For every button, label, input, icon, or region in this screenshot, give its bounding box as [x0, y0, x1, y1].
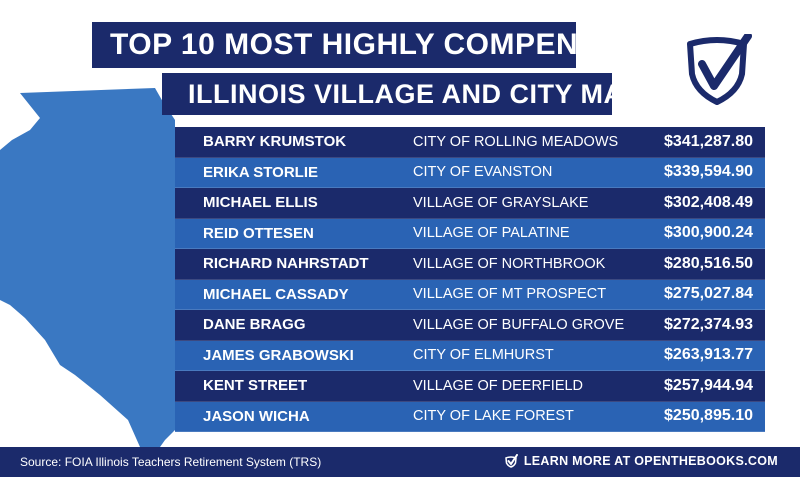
- compensation-value: $302,408.49: [664, 193, 753, 211]
- municipality-name: VILLAGE OF GRAYSLAKE: [413, 194, 589, 211]
- manager-name: MICHAEL CASSADY: [203, 285, 349, 303]
- municipality-name: CITY OF ROLLING MEADOWS: [413, 133, 619, 150]
- municipality-name: VILLAGE OF NORTHBROOK: [413, 255, 606, 272]
- manager-name: REID OTTESEN: [203, 224, 314, 242]
- compensation-value: $257,944.94: [664, 376, 753, 394]
- manager-name: JAMES GRABOWSKI: [203, 346, 354, 364]
- table-row: JASON WICHA CITY OF LAKE FOREST $250,895.1…: [175, 401, 765, 432]
- compensation-value: $280,516.50: [664, 254, 753, 272]
- title-line-1: TOP 10 MOST HIGHLY COMPENSATED: [92, 22, 680, 68]
- manager-name: KENT STREET: [203, 377, 308, 395]
- table-row: MICHAEL ELLIS VILLAGE OF GRAYSLAKE $302,40…: [175, 188, 765, 219]
- compensation-table: BARRY KRUMSTOK CITY OF ROLLING MEADOWS $34…: [175, 127, 765, 432]
- manager-name: ERIKA STORLIE: [203, 163, 319, 181]
- table-row: MICHAEL CASSADY VILLAGE OF MT PROSPECT $27…: [175, 279, 765, 310]
- municipality-name: VILLAGE OF PALATINE: [413, 225, 570, 242]
- table-row: JAMES GRABOWSKI CITY OF ELMHURST $263,913.…: [175, 340, 765, 371]
- compensation-value: $339,594.90: [664, 163, 753, 181]
- compensation-value: $272,374.93: [664, 315, 753, 333]
- compensation-value: $300,900.24: [664, 224, 753, 242]
- table-row: REID OTTESEN VILLAGE OF PALATINE $300,900.…: [175, 218, 765, 249]
- municipality-name: VILLAGE OF MT PROSPECT: [413, 286, 607, 303]
- footer-bar: Source: FOIA Illinois Teachers Retiremen…: [0, 447, 800, 477]
- manager-name: RICHARD NAHRSTADT: [203, 255, 369, 273]
- municipality-name: VILLAGE OF DEERFIELD: [413, 377, 584, 394]
- compensation-value: $275,027.84: [664, 285, 753, 303]
- table-row: ERIKA STORLIE CITY OF EVANSTON $339,594.90: [175, 157, 765, 188]
- manager-name: JASON WICHA: [203, 407, 310, 425]
- learn-more-link[interactable]: LEARN MORE AT OPENTHEBOOKS.COM: [523, 454, 778, 468]
- municipality-name: CITY OF EVANSTON: [413, 164, 553, 181]
- source-note: Source: FOIA Illinois Teachers Retiremen…: [20, 455, 322, 469]
- table-row: DANE BRAGG VILLAGE OF BUFFALO GROVE $272,3…: [175, 310, 765, 341]
- cta-link-group[interactable]: LEARN MORE AT OPENTHEBOOKS.COM: [504, 454, 778, 468]
- compensation-value: $341,287.80: [664, 132, 753, 150]
- check-icon: [505, 454, 518, 468]
- table-row: KENT STREET VILLAGE OF DEERFIELD $257,944.…: [175, 371, 765, 402]
- municipality-name: CITY OF LAKE FOREST: [413, 408, 574, 425]
- manager-name: DANE BRAGG: [203, 316, 306, 334]
- municipality-name: CITY OF ELMHURST: [413, 347, 554, 364]
- shield-check-icon: [687, 34, 752, 105]
- municipality-name: VILLAGE OF BUFFALO GROVE: [413, 316, 625, 333]
- table-row: BARRY KRUMSTOK CITY OF ROLLING MEADOWS $34…: [175, 127, 765, 158]
- title-line-2: ILLINOIS VILLAGE AND CITY MANAGERS: [162, 73, 742, 115]
- compensation-value: $263,913.77: [664, 346, 753, 364]
- compensation-value: $250,895.10: [664, 407, 753, 425]
- manager-name: MICHAEL ELLIS: [203, 194, 318, 212]
- table-row: RICHARD NAHRSTADT VILLAGE OF NORTHBROOK $2…: [175, 249, 765, 280]
- manager-name: BARRY KRUMSTOK: [203, 133, 347, 151]
